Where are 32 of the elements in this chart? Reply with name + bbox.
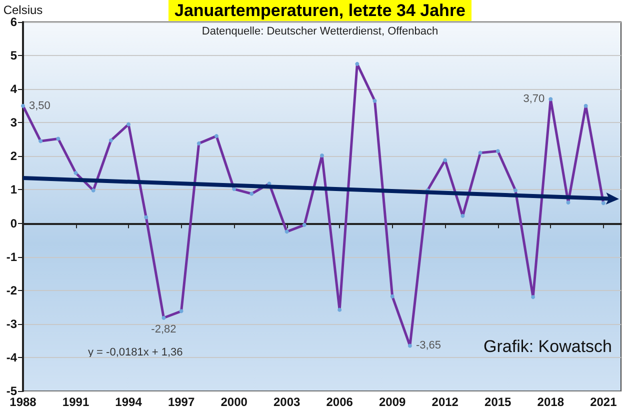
x-tick-label: 2006 xyxy=(326,395,354,409)
annotation: Grafik: Kowatsch xyxy=(484,337,612,356)
x-tick-label: 1988 xyxy=(10,395,37,409)
y-tick-label: -3 xyxy=(6,316,18,331)
chart-subtitle: Datenquelle: Deutscher Wetterdienst, Offenbach xyxy=(202,26,438,38)
y-tick-label: 2 xyxy=(10,149,18,164)
chart-title: Januartemperaturen, letzte 34 Jahre xyxy=(174,1,466,20)
y-tick-label: 3 xyxy=(10,116,18,130)
y-tick-label: 0 xyxy=(10,216,18,230)
y-tick-label: 5 xyxy=(10,48,18,63)
y-tick-label: -5 xyxy=(6,384,18,398)
data-label: -2,82 xyxy=(151,323,176,336)
x-tick-label: 2021 xyxy=(590,395,618,409)
data-label: -3,65 xyxy=(416,340,442,352)
y-tick-label: 1 xyxy=(10,182,18,197)
y-tick-label: 4 xyxy=(10,82,18,96)
y-tick-label: -2 xyxy=(6,283,18,298)
data-label: 3,70 xyxy=(523,93,545,106)
y-axis-title: Celsius xyxy=(3,3,43,17)
y-tick-label: -4 xyxy=(6,350,18,364)
y-tick-label: -1 xyxy=(6,250,18,264)
x-tick-label: 2018 xyxy=(537,395,564,409)
x-tick-label: 2009 xyxy=(379,395,406,409)
x-tick-label: 2012 xyxy=(432,395,459,409)
x-tick-label: 1997 xyxy=(168,395,195,409)
x-tick-label: 2015 xyxy=(484,395,512,409)
data-label: 3,50 xyxy=(29,100,50,112)
x-tick-label: 1991 xyxy=(62,395,90,409)
y-tick-label: 6 xyxy=(10,15,18,29)
x-tick-label: 2003 xyxy=(273,395,300,409)
x-tick-label: 1994 xyxy=(115,395,142,409)
x-tick-label: 2000 xyxy=(220,395,248,409)
